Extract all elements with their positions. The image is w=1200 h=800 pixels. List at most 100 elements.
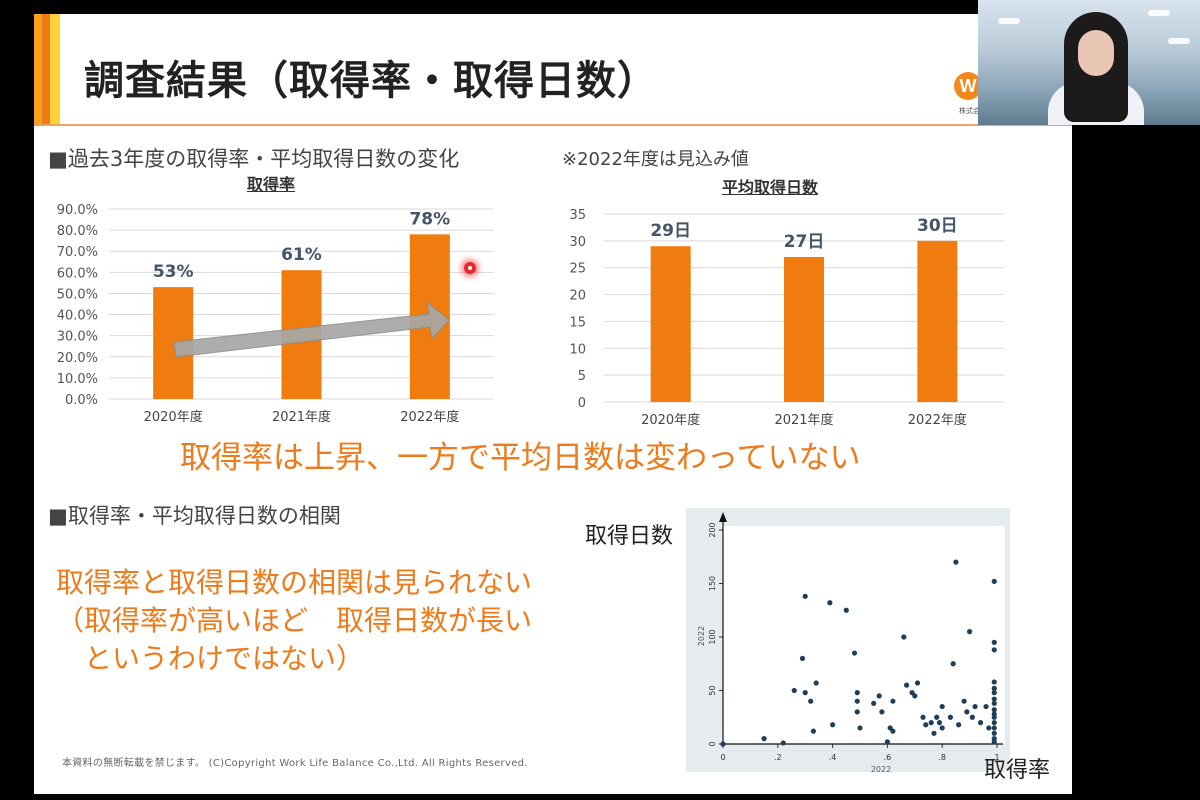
y-tick-label: 50.0% [57, 287, 98, 302]
y-tick-label: 20.0% [57, 351, 98, 366]
scatter-point [914, 680, 921, 686]
slide-title: 調査結果（取得率・取得日数） [84, 58, 658, 104]
ceiling-light [1168, 38, 1190, 44]
scatter-point [991, 578, 997, 584]
trend-arrow [173, 300, 450, 358]
x-tick-label: .2 [774, 753, 782, 762]
data-label: 78% [409, 209, 450, 229]
y-tick-label: 30.0% [57, 330, 98, 345]
scatter-point [810, 728, 817, 734]
x-tick-label: 2021年度 [774, 412, 833, 428]
x-tick-label: 2020年度 [144, 409, 203, 425]
y-tick-label: 90.0% [57, 203, 98, 218]
x-axis-caption: 2022 [871, 765, 891, 772]
scatter-point [983, 703, 989, 710]
scatter-point [851, 650, 858, 656]
scatter-point [808, 698, 814, 704]
y-tick-label: 15 [569, 315, 586, 330]
scatter-point [799, 655, 806, 661]
x-tick-label: 0 [720, 753, 725, 762]
laser-pointer [464, 262, 476, 274]
scatter-point [920, 714, 926, 720]
acquisition-rate-bar-chart: 0.0% 10.0% 20.0% 30.0% 40.0% 50.0% 60.0% 70.0% 8… [57, 203, 494, 425]
y-tick-label: 100 [708, 629, 717, 644]
presenter-face [1078, 30, 1114, 76]
scatter-point [969, 714, 975, 720]
scatter-point [857, 725, 863, 731]
title-bar: 調査結果（取得率・取得日数） W 株式会社 [34, 14, 1072, 124]
scatter-point [802, 593, 808, 599]
scatter-point [791, 687, 797, 694]
scatter-point [991, 714, 997, 720]
scatter-point [939, 703, 945, 710]
y-tick-label: 150 [708, 576, 717, 591]
data-label: 53% [153, 262, 194, 282]
scatter-point [912, 693, 918, 699]
scatter-point [991, 739, 997, 745]
bar [917, 240, 958, 402]
scatter-point [830, 722, 836, 728]
scatter-point [991, 696, 997, 702]
average-days-bar-chart: 0 5 10 15 20 25 30 35 29日 2020年度 27日 2021年度 30日 2022年… [569, 208, 1004, 428]
copyright-notice: 本資料の無断転載を禁じます。 (C)Copyright Work Life Ba… [62, 758, 528, 769]
x-tick-label: 1 [994, 753, 999, 762]
y-tick-label: 20 [569, 289, 586, 304]
findings-text: 取得率と取得日数の相関は見られない （取得率が高いほど 取得日数が長い というわ… [56, 564, 532, 678]
scatter-point [854, 690, 860, 696]
scatter-point [991, 639, 997, 645]
ceiling-light [998, 18, 1020, 24]
data-label: 30日 [917, 216, 958, 236]
scatter-point [991, 730, 997, 736]
scatter-point [802, 690, 808, 696]
x-tick-label: .6 [884, 753, 892, 762]
y-tick-label: 30 [569, 235, 586, 250]
scatter-point [876, 693, 882, 699]
finding-line: 取得率と取得日数の相関は見られない [56, 566, 533, 599]
bar [784, 256, 824, 402]
scatter-point [977, 720, 984, 726]
data-label: 27日 [784, 232, 825, 252]
scatter-point [991, 690, 997, 696]
y-tick-label: 0 [578, 396, 586, 411]
scatter-point [813, 680, 819, 686]
scatter-point [991, 685, 997, 691]
scatter-point [901, 634, 907, 640]
scatter-y-axis-label: 取得日数 [585, 524, 674, 549]
estimate-note: ※2022年度は見込み値 [562, 149, 749, 170]
scatter-point [947, 714, 954, 720]
y-tick-label: 10 [569, 342, 586, 357]
y-tick-label: 50 [708, 685, 717, 695]
scatter-point [991, 720, 997, 726]
scatter-point [890, 698, 896, 704]
bar [650, 246, 691, 402]
data-label: 61% [281, 245, 322, 265]
scatter-point [991, 679, 997, 685]
y-tick-label: 80.0% [57, 224, 98, 239]
scatter-point [928, 720, 934, 726]
scatter-point [950, 661, 956, 667]
company-logo: W [954, 72, 982, 100]
finding-line: （取得率が高いほど 取得日数が長い [56, 604, 533, 637]
scatter-point [986, 725, 992, 731]
scatter-point [991, 707, 997, 713]
accent-stripe [34, 14, 42, 124]
scatter-point [939, 725, 945, 731]
scatter-point [854, 709, 860, 715]
conclusion-text: 取得率は上昇、一方で平均日数は変わっていない [180, 440, 861, 476]
scatter-point [991, 647, 997, 653]
company-logo-subtext: 株式会社 [959, 107, 987, 115]
scatter-point [903, 682, 910, 688]
section-heading-correlation: ■取得率・平均取得日数の相関 [48, 504, 341, 528]
y-tick-label: 25 [569, 262, 586, 277]
y-tick-label: 60.0% [57, 266, 98, 281]
y-tick-label: 40.0% [57, 309, 98, 324]
chart-title-acquisition-rate: 取得率 [247, 175, 296, 194]
y-tick-label: 200 [708, 522, 717, 537]
scatter-point [854, 698, 860, 704]
presentation-slide: 調査結果（取得率・取得日数） W 株式会社 ■過去3年度の取得率・平均取得日数の… [34, 14, 1072, 794]
plot-area [723, 526, 1005, 744]
section-heading-trend: ■過去3年度の取得率・平均取得日数の変化 [48, 147, 460, 171]
chart-title-average-days: 平均取得日数 [722, 178, 819, 197]
y-tick-label: 5 [578, 369, 586, 384]
x-tick-label: .8 [938, 753, 946, 762]
